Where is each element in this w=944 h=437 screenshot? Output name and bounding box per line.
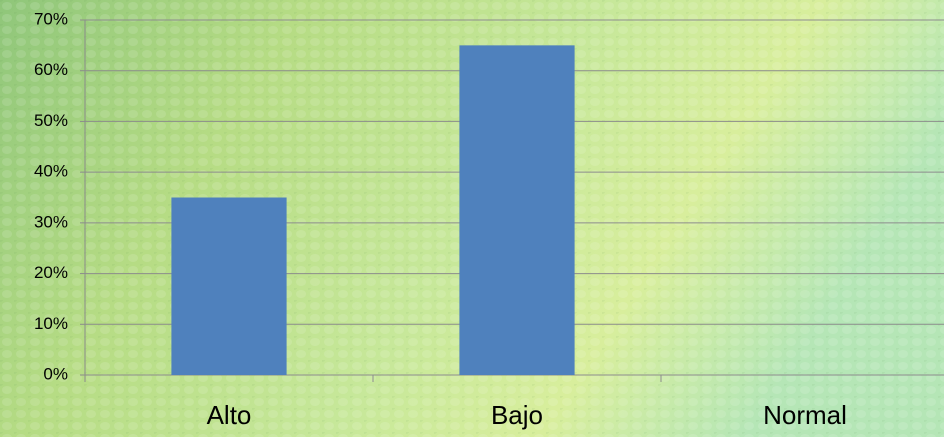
y-tick-label: 10% bbox=[34, 314, 68, 333]
x-tick-label: Normal bbox=[763, 400, 847, 430]
y-tick-label: 70% bbox=[34, 9, 68, 28]
x-tick-label: Bajo bbox=[491, 400, 543, 430]
y-tick-label: 40% bbox=[34, 162, 68, 181]
bar bbox=[171, 197, 287, 375]
y-tick-label: 20% bbox=[34, 263, 68, 282]
bar bbox=[459, 45, 575, 375]
y-tick-label: 60% bbox=[34, 60, 68, 79]
y-tick-label: 30% bbox=[34, 212, 68, 231]
x-tick-label: Alto bbox=[207, 400, 252, 430]
y-tick-label: 50% bbox=[34, 111, 68, 130]
y-tick-label: 0% bbox=[43, 364, 68, 383]
